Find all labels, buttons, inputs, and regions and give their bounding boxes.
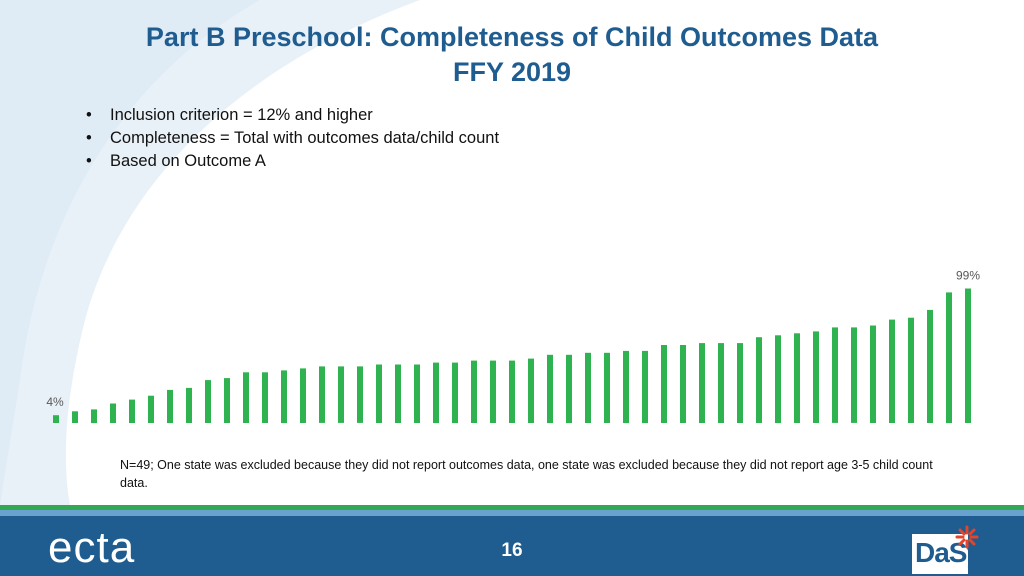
bar-10: [224, 378, 230, 423]
bar-23: [471, 360, 477, 423]
bar-26: [528, 358, 534, 423]
bar-2: [72, 411, 78, 423]
footnote: N=49; One state was excluded because the…: [120, 458, 933, 490]
footer-bar: ecta 16 DaSy: [0, 516, 1024, 576]
bar-20: [414, 364, 420, 423]
bar-19: [395, 364, 401, 423]
bar-46: [908, 317, 914, 423]
bar-43: [851, 327, 857, 423]
bar-15: [319, 366, 325, 423]
bar-33: [661, 345, 667, 423]
slide-title-line2: FFY 2019: [452, 57, 572, 87]
bar-9: [205, 380, 211, 423]
bar-28: [566, 354, 572, 424]
sunburst-icon: [955, 525, 979, 549]
bar-38: [756, 337, 762, 423]
bar-40: [794, 333, 800, 423]
bar-35: [699, 343, 705, 423]
bar-31: [623, 350, 629, 424]
bar-49: [965, 288, 971, 423]
bar-8: [186, 387, 192, 423]
bar-11: [243, 372, 249, 423]
bar-6: [148, 395, 154, 423]
bar-24: [490, 360, 496, 423]
bullet-item-outcome: Based on Outcome A: [82, 150, 499, 173]
bar-21: [433, 362, 439, 424]
bar-39: [775, 335, 781, 424]
bullet-item-inclusion: Inclusion criterion = 12% and higher: [82, 104, 499, 127]
completeness-bar-chart: 4% 99%: [46, 269, 980, 424]
bar-34: [680, 345, 686, 423]
bar-27: [547, 354, 553, 424]
bar-3: [91, 409, 97, 424]
bar-36: [718, 343, 724, 423]
bar-12: [262, 372, 268, 423]
bar-29: [585, 352, 591, 423]
page-number: 16: [501, 540, 523, 561]
bar-16: [338, 366, 344, 423]
bar-30: [604, 352, 610, 423]
bar-42: [832, 327, 838, 423]
bar-13: [281, 370, 287, 424]
criteria-bullet-list: Inclusion criterion = 12% and higher Com…: [82, 104, 499, 173]
bar-41: [813, 331, 819, 423]
dasy-logo-card: [912, 534, 968, 574]
bar-25: [509, 360, 515, 423]
dasy-logo: DaSy: [912, 524, 984, 576]
data-label-1: 4%: [46, 395, 64, 409]
footer-stripe-green: [0, 505, 1024, 510]
bar-32: [642, 350, 648, 424]
bar-18: [376, 364, 382, 423]
bar-14: [300, 368, 306, 423]
bar-44: [870, 325, 876, 423]
bar-17: [357, 366, 363, 423]
bar-22: [452, 362, 458, 424]
bar-45: [889, 319, 895, 423]
bar-1: [53, 415, 59, 423]
bar-48: [946, 292, 952, 424]
bar-4: [110, 403, 116, 423]
bar-7: [167, 389, 173, 424]
footer-stripe-light: [0, 510, 1024, 516]
slide-title: Part B Preschool: Completeness of Child …: [40, 20, 984, 90]
ecta-logo: ecta: [48, 523, 136, 572]
bullet-item-completeness: Completeness = Total with outcomes data/…: [82, 127, 499, 150]
data-label-49: 99%: [956, 269, 980, 283]
bar-37: [737, 343, 743, 423]
bar-47: [927, 309, 933, 423]
slide-title-line1: Part B Preschool: Completeness of Child …: [145, 22, 879, 52]
bar-5: [129, 399, 135, 423]
